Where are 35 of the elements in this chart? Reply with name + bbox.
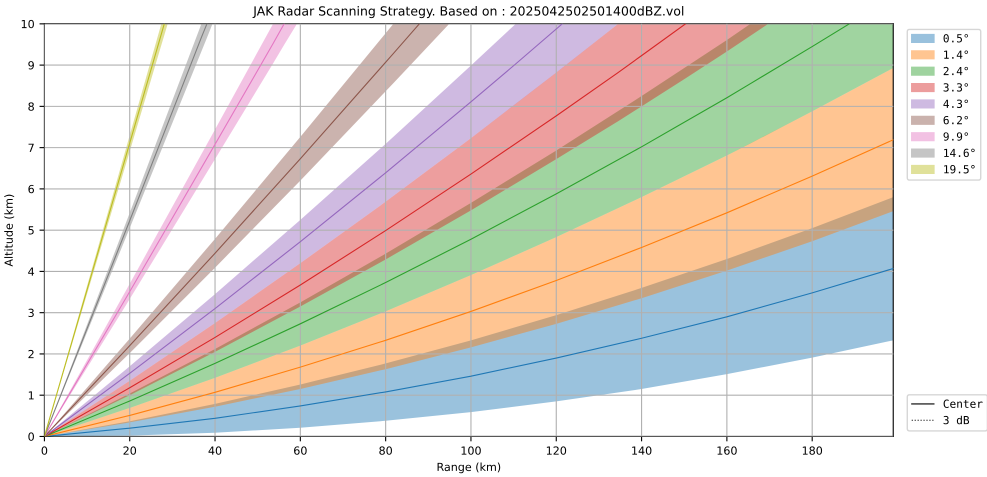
y-tick-label: 3 (28, 308, 34, 318)
y-tick-label: 1 (28, 391, 34, 400)
x-tick-label: 0 (42, 446, 48, 455)
x-axis-title: Range (km) (438, 462, 500, 474)
text: 3 dB (944, 416, 970, 424)
y-axis-title: Altitude (km) (4, 194, 14, 267)
legend-label: 0.5° (944, 34, 968, 43)
y-tick-label: 6 (28, 184, 34, 194)
x-tick-label: 80 (379, 446, 392, 455)
y-tick-label: 2 (28, 350, 34, 358)
x-tick-label: 40 (208, 446, 222, 455)
x-tick-label: 140 (632, 446, 652, 455)
y-tick-label: 5 (28, 226, 34, 235)
legend-label: 4.3° (943, 100, 968, 108)
legend-label: 6.2° (944, 116, 968, 124)
y-tick-label: 8 (28, 102, 34, 111)
y-tick-label: 9 (28, 61, 34, 70)
legend-label: 9.9° (944, 132, 968, 141)
y-tick-label: 4 (28, 268, 34, 276)
legend-label: 3.3° (944, 83, 968, 92)
y-tick-label: 7 (28, 144, 34, 152)
x-tick-label: 180 (802, 446, 822, 455)
x-tick-label: 100 (462, 446, 481, 455)
legend-label: 19.5° (944, 165, 975, 174)
text: Center (944, 400, 983, 408)
y-tick-label: 10 (22, 20, 34, 28)
x-tick-label: 60 (294, 446, 307, 455)
legend-label: 1.4° (944, 50, 968, 59)
x-tick-label: 120 (546, 446, 566, 455)
chart-title: JAK Radar Scanning Strategy. Based on : 2025042502501400dBZ.vol (252, 6, 684, 18)
legend-label: 2.4° (944, 66, 968, 76)
x-tick-label: 20 (123, 446, 136, 455)
x-tick-label: 160 (718, 446, 737, 455)
legend-label: 14.6° (944, 148, 975, 158)
y-tick-label: 0 (28, 432, 34, 441)
